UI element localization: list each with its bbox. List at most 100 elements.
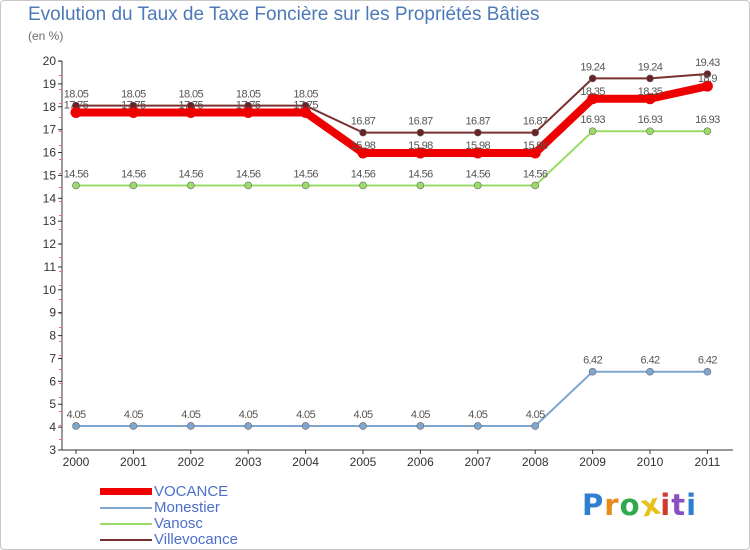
- data-point-villevocance: [473, 128, 482, 137]
- y-tick-label: 8: [49, 329, 56, 343]
- data-point-vanosc: [473, 181, 482, 190]
- data-point-vocance: [701, 80, 713, 92]
- data-point-vocance: [472, 147, 484, 159]
- data-label-vanosc: 14.56: [466, 168, 491, 180]
- data-point-vanosc: [129, 181, 138, 190]
- legend-swatch: [100, 507, 152, 509]
- data-point-monestier: [473, 422, 482, 430]
- data-point-vanosc: [531, 181, 540, 190]
- x-tick-label: 2002: [177, 455, 204, 469]
- data-point-vocance: [185, 106, 197, 118]
- data-label-vanosc: 16.93: [580, 114, 605, 126]
- data-label-monestier: 4.05: [526, 409, 545, 421]
- data-label-vanosc: 14.56: [293, 168, 318, 180]
- data-point-monestier: [531, 422, 540, 430]
- data-point-villevocance: [703, 70, 712, 78]
- legend-item-vanosc: Vanosc: [100, 515, 360, 532]
- logo-letter: o: [619, 488, 641, 522]
- data-label-villevocance: 18.05: [236, 89, 261, 101]
- data-point-vocance: [644, 93, 656, 105]
- data-point-vanosc: [703, 127, 712, 136]
- data-point-monestier: [244, 422, 252, 430]
- data-label-vocance: 17.75: [121, 99, 146, 111]
- data-point-villevocance: [359, 128, 367, 137]
- x-tick-label: 2006: [407, 455, 434, 469]
- legend-swatch: [100, 488, 152, 495]
- data-point-monestier: [129, 422, 138, 430]
- legend-label: Monestier: [154, 499, 220, 516]
- data-label-vocance: 15.98: [523, 140, 548, 152]
- x-tick-label: 2004: [292, 455, 319, 469]
- data-label-monestier: 4.05: [411, 409, 430, 421]
- data-label-monestier: 4.05: [66, 409, 85, 421]
- data-label-monestier: 4.05: [296, 409, 315, 421]
- data-label-vanosc: 14.56: [523, 168, 548, 180]
- data-label-villevocance: 19.43: [695, 57, 720, 69]
- y-tick-label: 13: [43, 214, 57, 228]
- y-tick-label: 11: [44, 260, 57, 274]
- data-label-vocance: 17.75: [293, 99, 318, 111]
- data-label-vanosc: 14.56: [236, 168, 261, 180]
- data-point-monestier: [187, 422, 195, 430]
- data-point-villevocance: [646, 74, 654, 83]
- legend-item-vocance: VOCANCE: [100, 483, 360, 500]
- legend-label: Vanosc: [154, 515, 203, 532]
- y-tick-label: 12: [43, 237, 57, 251]
- data-label-monestier: 4.05: [181, 409, 200, 421]
- x-tick-label: 2007: [464, 455, 491, 469]
- data-point-vanosc: [301, 181, 310, 190]
- x-tick-label: 2001: [120, 455, 147, 469]
- legend-swatch: [100, 539, 152, 541]
- y-tick-label: 6: [49, 374, 56, 388]
- x-tick-label: 2010: [637, 455, 664, 469]
- data-point-vocance: [127, 106, 139, 118]
- proxiti-logo: Proxiti: [582, 486, 697, 523]
- data-label-monestier: 4.05: [468, 409, 487, 421]
- data-label-vocance: 17.75: [236, 99, 261, 111]
- x-tick-label: 2008: [522, 455, 549, 469]
- legend-item-villevocance: Villevocance: [100, 531, 360, 548]
- data-label-vanosc: 16.93: [638, 114, 663, 126]
- data-label-villevocance: 19.24: [580, 61, 605, 73]
- data-point-vanosc: [646, 127, 654, 136]
- data-label-vocance: 15.98: [408, 140, 433, 152]
- y-tick-label: 14: [43, 191, 57, 205]
- data-point-vanosc: [244, 181, 252, 190]
- data-point-vocance: [357, 147, 369, 159]
- series-line-monestier: [75, 370, 709, 427]
- y-tick-label: 7: [49, 351, 56, 365]
- data-point-vocance: [300, 106, 312, 118]
- y-tick-label: 9: [49, 306, 56, 320]
- legend-label: Villevocance: [154, 531, 238, 548]
- data-label-vocance: 18.35: [580, 86, 605, 98]
- logo-letter: P: [582, 488, 605, 522]
- y-tick-label: 16: [43, 146, 57, 160]
- data-label-monestier: 6.42: [640, 355, 659, 367]
- y-tick-label: 10: [43, 283, 57, 297]
- data-point-monestier: [588, 367, 597, 376]
- data-point-monestier: [703, 367, 712, 376]
- series-line-villevocance: [75, 73, 709, 134]
- data-label-villevocance: 18.05: [179, 89, 204, 101]
- data-label-villevocance: 19.24: [638, 61, 663, 73]
- logo-letter: i: [660, 488, 672, 522]
- data-point-monestier: [301, 422, 310, 430]
- y-tick-label: 17: [43, 123, 57, 137]
- data-point-vanosc: [416, 181, 425, 190]
- legend-label: VOCANCE: [154, 483, 229, 500]
- data-label-vocance: 18.35: [638, 86, 663, 98]
- x-tick-label: 2011: [694, 455, 720, 469]
- data-label-vanosc: 14.56: [408, 168, 433, 180]
- data-point-vanosc: [588, 127, 597, 136]
- data-point-vocance: [529, 147, 541, 159]
- data-point-vanosc: [72, 181, 80, 190]
- data-label-monestier: 4.05: [239, 409, 258, 421]
- data-label-vanosc: 14.56: [64, 168, 89, 180]
- logo-letter: r: [604, 488, 620, 522]
- y-tick-label: 19: [43, 77, 57, 91]
- data-point-monestier: [359, 422, 367, 430]
- data-point-monestier: [646, 367, 654, 376]
- data-label-vanosc: 16.93: [695, 114, 720, 126]
- y-tick-label: 5: [49, 397, 56, 411]
